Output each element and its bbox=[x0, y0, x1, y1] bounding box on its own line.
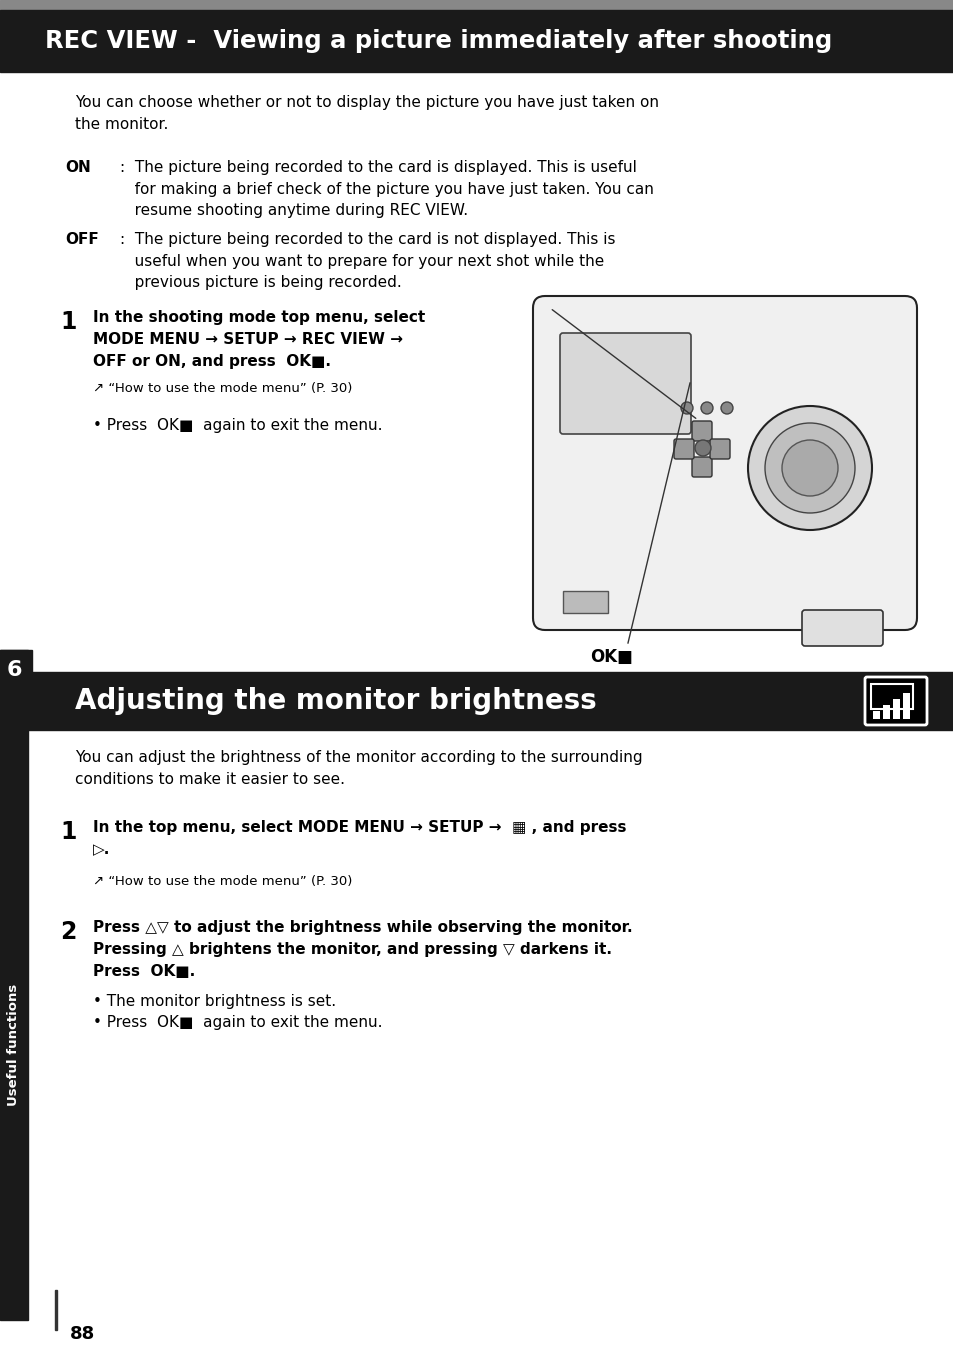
Text: :  The picture being recorded to the card is displayed. This is useful
   for ma: : The picture being recorded to the card… bbox=[120, 160, 653, 218]
Text: 1: 1 bbox=[60, 310, 76, 334]
FancyBboxPatch shape bbox=[709, 439, 729, 459]
Text: ↗ “How to use the mode menu” (P. 30): ↗ “How to use the mode menu” (P. 30) bbox=[92, 875, 352, 888]
Text: :  The picture being recorded to the card is not displayed. This is
   useful wh: : The picture being recorded to the card… bbox=[120, 232, 615, 291]
Circle shape bbox=[700, 402, 712, 415]
Text: • Press  OK■  again to exit the menu.: • Press OK■ again to exit the menu. bbox=[92, 419, 382, 433]
Bar bbox=[0, 9, 953, 71]
Text: You can choose whether or not to display the picture you have just taken on
the : You can choose whether or not to display… bbox=[75, 96, 659, 132]
FancyBboxPatch shape bbox=[691, 458, 711, 476]
Circle shape bbox=[764, 423, 854, 513]
Bar bbox=[0, 0, 953, 9]
FancyBboxPatch shape bbox=[801, 610, 882, 646]
Text: OFF: OFF bbox=[65, 232, 99, 248]
Circle shape bbox=[680, 402, 692, 415]
Bar bbox=[882, 705, 889, 719]
Text: ↗ “How to use the mode menu” (P. 30): ↗ “How to use the mode menu” (P. 30) bbox=[92, 382, 352, 394]
Bar bbox=[902, 693, 909, 719]
Text: Arrow pad (△▽◁▷): Arrow pad (△▽◁▷) bbox=[555, 300, 670, 314]
Bar bbox=[562, 591, 607, 612]
Text: ON: ON bbox=[65, 160, 91, 175]
Text: REC VIEW -  Viewing a picture immediately after shooting: REC VIEW - Viewing a picture immediately… bbox=[45, 30, 831, 52]
Text: 88: 88 bbox=[70, 1324, 95, 1343]
Bar bbox=[0, 650, 32, 690]
Text: Press △▽ to adjust the brightness while observing the monitor.
Pressing △ bright: Press △▽ to adjust the brightness while … bbox=[92, 921, 632, 980]
Bar bbox=[28, 672, 953, 730]
Text: In the top menu, select MODE MENU → SETUP →  ▦ , and press
▷.: In the top menu, select MODE MENU → SETU… bbox=[92, 820, 626, 857]
Text: You can adjust the brightness of the monitor according to the surrounding
condit: You can adjust the brightness of the mon… bbox=[75, 750, 642, 786]
Text: Useful functions: Useful functions bbox=[8, 984, 20, 1106]
Text: 2: 2 bbox=[60, 921, 76, 944]
Bar bbox=[892, 699, 899, 719]
FancyBboxPatch shape bbox=[559, 332, 690, 433]
Text: • Press  OK■  again to exit the menu.: • Press OK■ again to exit the menu. bbox=[92, 1015, 382, 1030]
Text: In the shooting mode top menu, select
MODE MENU → SETUP → REC VIEW →
OFF or ON, : In the shooting mode top menu, select MO… bbox=[92, 310, 425, 369]
Bar bbox=[55, 1289, 57, 1330]
Text: OK■: OK■ bbox=[589, 647, 632, 666]
Circle shape bbox=[781, 440, 837, 495]
Text: Adjusting the monitor brightness: Adjusting the monitor brightness bbox=[75, 686, 597, 715]
Text: • The monitor brightness is set.: • The monitor brightness is set. bbox=[92, 993, 335, 1010]
Text: 6: 6 bbox=[7, 660, 22, 680]
Circle shape bbox=[695, 440, 710, 456]
FancyBboxPatch shape bbox=[864, 677, 926, 725]
FancyBboxPatch shape bbox=[533, 296, 916, 630]
Bar bbox=[0, 650, 28, 1320]
FancyBboxPatch shape bbox=[673, 439, 693, 459]
Bar bbox=[870, 684, 912, 709]
Bar bbox=[872, 711, 879, 719]
Text: 1: 1 bbox=[60, 820, 76, 844]
Circle shape bbox=[720, 402, 732, 415]
Circle shape bbox=[747, 406, 871, 530]
FancyBboxPatch shape bbox=[691, 421, 711, 441]
